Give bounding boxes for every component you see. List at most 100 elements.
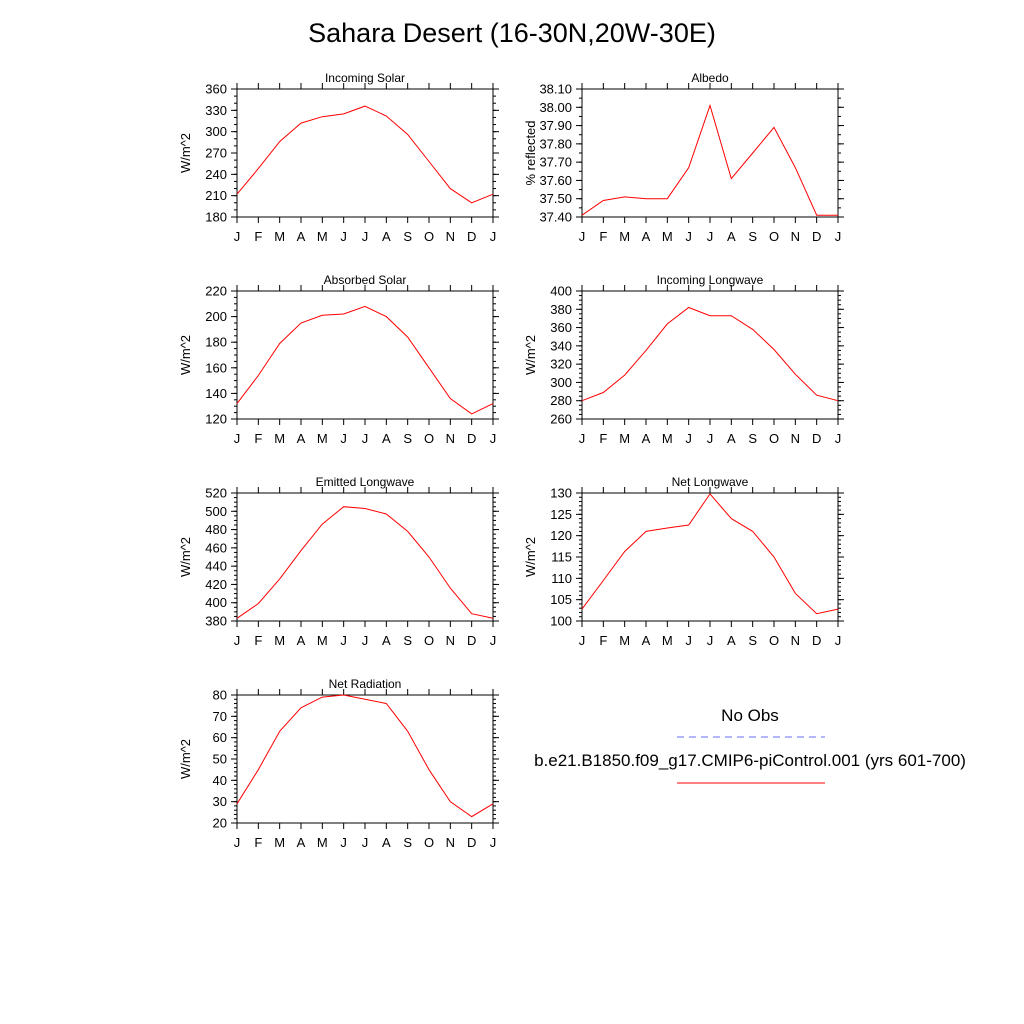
legend: No Obs b.e21.B1850.f09_g17.CMIP6-piContr…	[520, 700, 980, 800]
x-tick-label: J	[340, 229, 347, 244]
x-tick-label: J	[707, 431, 714, 446]
y-tick-label: 20	[213, 816, 227, 831]
y-tick-label: 280	[550, 393, 572, 408]
series-line	[581, 306, 839, 402]
x-tick-label: J	[685, 431, 692, 446]
x-tick-label: J	[490, 835, 497, 850]
y-tick-label: 100	[550, 614, 572, 629]
x-tick-label: J	[579, 633, 586, 648]
y-tick-label: 240	[205, 167, 227, 182]
x-tick-label: S	[748, 229, 757, 244]
x-tick-label: M	[662, 431, 673, 446]
x-tick-label: O	[769, 229, 779, 244]
x-tick-label: M	[662, 229, 673, 244]
x-tick-label: O	[424, 633, 434, 648]
x-tick-label: D	[467, 431, 476, 446]
x-tick-label: J	[234, 229, 241, 244]
x-tick-label: N	[791, 229, 800, 244]
x-tick-label: O	[424, 229, 434, 244]
x-tick-label: A	[382, 229, 391, 244]
x-tick-label: S	[403, 229, 412, 244]
y-tick-label: 380	[205, 614, 227, 629]
y-tick-label: 180	[205, 210, 227, 225]
series-line	[581, 103, 838, 216]
x-tick-label: N	[446, 633, 455, 648]
y-tick-label: 38.00	[539, 100, 572, 115]
y-axis-label: W/m^2	[178, 537, 193, 577]
x-tick-label: M	[619, 431, 630, 446]
x-tick-label: J	[340, 633, 347, 648]
x-tick-label: D	[467, 229, 476, 244]
x-tick-label: D	[467, 835, 476, 850]
x-tick-label: F	[599, 633, 607, 648]
y-axis-label: % reflected	[523, 120, 538, 185]
x-tick-label: J	[490, 633, 497, 648]
y-tick-label: 380	[550, 302, 572, 317]
x-tick-label: F	[254, 229, 262, 244]
y-tick-label: 110	[551, 571, 572, 586]
y-tick-label: 270	[205, 146, 227, 161]
y-tick-label: 400	[550, 284, 572, 299]
x-tick-label: J	[362, 229, 369, 244]
x-tick-label: S	[403, 431, 412, 446]
x-tick-label: M	[662, 633, 673, 648]
x-tick-label: M	[317, 229, 328, 244]
y-tick-label: 140	[205, 386, 227, 401]
figure-title: Sahara Desert (16-30N,20W-30E)	[308, 18, 716, 48]
x-tick-label: M	[274, 229, 285, 244]
y-tick-label: 480	[205, 522, 227, 537]
y-tick-label: 125	[550, 507, 572, 522]
x-tick-label: J	[362, 633, 369, 648]
x-tick-label: O	[424, 431, 434, 446]
x-tick-label: J	[340, 431, 347, 446]
x-tick-label: A	[727, 431, 736, 446]
y-tick-label: 50	[213, 752, 227, 767]
x-tick-label: S	[403, 633, 412, 648]
x-tick-label: J	[579, 431, 586, 446]
x-tick-label: N	[791, 431, 800, 446]
panel-albedo: Albedo 38.10 38.00 37.90 37.80 37.70 37.60 37.5…	[510, 64, 850, 249]
y-tick-label: 360	[205, 82, 227, 97]
series-line	[236, 506, 494, 619]
x-tick-label: A	[727, 633, 736, 648]
x-tick-label: M	[274, 633, 285, 648]
y-tick-label: 330	[205, 103, 227, 118]
chart-svg: Albedo 38.10 38.00 37.90 37.80 37.70 37.60 37.5…	[523, 71, 844, 244]
x-tick-label: M	[619, 633, 630, 648]
x-tick-label: F	[254, 431, 262, 446]
x-tick-label: A	[297, 229, 306, 244]
x-tick-label: A	[642, 633, 651, 648]
x-tick-label: N	[446, 835, 455, 850]
x-tick-label: M	[619, 229, 630, 244]
x-tick-label: J	[707, 633, 714, 648]
x-tick-label: A	[382, 633, 391, 648]
panel-absorbed-solar: Absorbed Solar 220 200 180 160 140 120 J F M A M J J A…	[165, 266, 505, 451]
chart-svg: Incoming Longwave 400 380 360 340 320 300 280 26…	[523, 273, 844, 446]
y-tick-label: 37.90	[539, 118, 572, 133]
x-tick-label: N	[446, 229, 455, 244]
y-tick-label: 180	[205, 335, 227, 350]
x-tick-label: O	[769, 431, 779, 446]
y-tick-label: 210	[205, 188, 227, 203]
x-tick-label: A	[382, 431, 391, 446]
x-tick-label: F	[254, 633, 262, 648]
x-tick-label: J	[835, 633, 842, 648]
x-tick-label: J	[234, 633, 241, 648]
y-tick-label: 520	[205, 486, 227, 501]
x-tick-label: J	[490, 229, 497, 244]
x-tick-label: D	[812, 229, 821, 244]
x-tick-label: J	[340, 835, 347, 850]
x-tick-label: J	[490, 431, 497, 446]
x-tick-label: J	[579, 229, 586, 244]
y-tick-label: 360	[550, 320, 572, 335]
x-tick-label: J	[362, 835, 369, 850]
x-tick-label: S	[748, 431, 757, 446]
y-tick-label: 440	[205, 559, 227, 574]
y-axis-label: W/m^2	[178, 133, 193, 173]
y-axis-label: W/m^2	[523, 537, 538, 577]
x-tick-label: S	[748, 633, 757, 648]
x-tick-label: F	[599, 431, 607, 446]
series-line	[581, 493, 839, 615]
